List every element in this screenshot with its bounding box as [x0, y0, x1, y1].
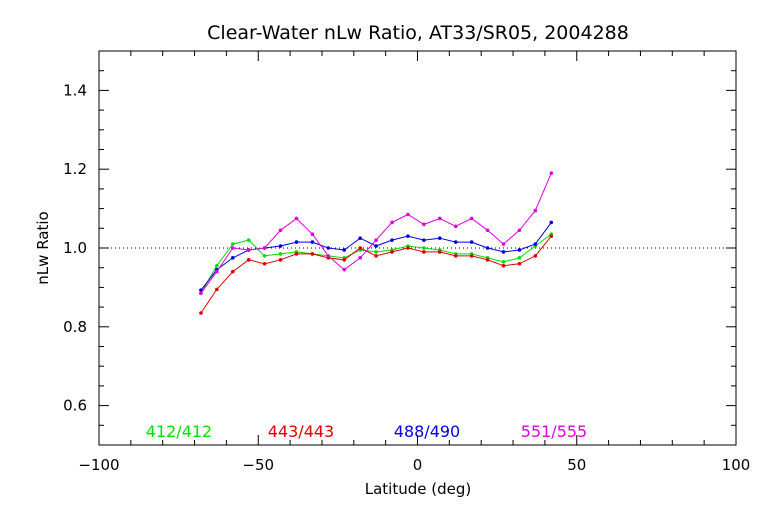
legend-entry: 443/443 [268, 422, 334, 441]
data-point [358, 246, 362, 250]
x-tick-label: −50 [242, 456, 274, 474]
data-point [230, 242, 235, 246]
data-point [453, 254, 458, 258]
data-point [406, 246, 410, 250]
data-point [278, 244, 283, 248]
data-point [485, 258, 490, 262]
data-point [310, 232, 315, 237]
data-point [517, 256, 522, 260]
data-point [549, 234, 554, 238]
axes-layer: −100 −50 0 50 100 0.6 0.8 1.0 1.2 1.4 [63, 51, 750, 474]
legend-entry: 551/555 [521, 422, 587, 441]
data-point [501, 250, 506, 254]
data-point [374, 254, 378, 258]
data-point [310, 240, 315, 244]
data-point [390, 238, 394, 242]
data-point [517, 228, 522, 233]
legend-entry: 412/412 [146, 422, 212, 441]
data-point [199, 288, 203, 292]
data-point [453, 224, 458, 229]
data-point [278, 228, 283, 233]
data-point [533, 254, 538, 258]
series-443-443 [199, 234, 554, 315]
data-point [342, 258, 347, 262]
series-line [200, 172, 552, 294]
plot-frame [98, 50, 737, 446]
data-point [294, 216, 299, 221]
data-point [453, 240, 458, 244]
data-point [230, 256, 235, 260]
data-point [278, 258, 283, 262]
data-point [501, 263, 506, 268]
data-point [215, 263, 219, 268]
data-point [294, 252, 299, 256]
data-point [215, 287, 219, 292]
data-point [485, 228, 490, 233]
legend-entry: 488/490 [394, 422, 460, 441]
data-point [549, 171, 554, 175]
chart-title: Clear-Water nLw Ratio, AT33/SR05, 200428… [207, 22, 629, 44]
data-point [406, 212, 410, 217]
y-axis-label: nLw Ratio [34, 211, 52, 284]
data-point [230, 269, 235, 274]
data-point [422, 238, 426, 242]
series-551-555 [199, 171, 554, 296]
y-tick-label: 1.2 [63, 160, 87, 178]
data-point [262, 261, 267, 266]
data-point [517, 261, 522, 266]
data-point [358, 236, 362, 240]
x-tick-label: 50 [567, 456, 586, 474]
data-point [390, 250, 394, 254]
data-point [437, 250, 442, 254]
data-point [501, 242, 506, 246]
data-point [390, 220, 394, 225]
data-point [485, 246, 490, 250]
data-point [517, 248, 522, 252]
data-point [374, 238, 378, 242]
data-point [469, 254, 474, 258]
data-point [326, 246, 331, 250]
data-point [469, 216, 474, 221]
data-point [469, 240, 474, 244]
y-tick-label: 1.4 [63, 81, 87, 99]
data-point [501, 259, 506, 264]
y-tick-label: 0.8 [63, 318, 87, 336]
data-point [342, 248, 347, 252]
data-point [549, 220, 554, 225]
data-point [199, 291, 203, 296]
data-point [326, 254, 331, 258]
data-point [342, 267, 347, 272]
legend: 412/412 443/443 488/490 551/555 [146, 422, 587, 441]
data-point [262, 246, 267, 250]
data-point [358, 256, 362, 260]
data-point [422, 250, 426, 254]
data-point [199, 311, 203, 315]
data-point [294, 240, 299, 244]
data-point [278, 252, 283, 256]
data-point [422, 246, 426, 250]
data-point [310, 252, 315, 256]
x-axis-label: Latitude (deg) [365, 480, 471, 498]
data-point [533, 208, 538, 213]
y-tick-label: 0.6 [63, 397, 87, 415]
data-point [422, 222, 426, 227]
x-tick-label: −100 [78, 456, 119, 474]
data-point [230, 246, 235, 250]
y-tick-label: 1.0 [63, 239, 87, 257]
x-tick-label: 0 [413, 456, 423, 474]
data-point [374, 250, 378, 254]
data-point [533, 242, 538, 246]
x-tick-label: 100 [722, 456, 751, 474]
data-point [262, 254, 267, 258]
data-point [406, 234, 410, 238]
data-point [215, 269, 219, 274]
data-point [437, 216, 442, 221]
data-point [246, 238, 251, 242]
series-layer [199, 171, 554, 315]
data-point [246, 258, 251, 262]
data-point [374, 244, 378, 248]
data-point [437, 236, 442, 240]
data-point [246, 248, 251, 252]
